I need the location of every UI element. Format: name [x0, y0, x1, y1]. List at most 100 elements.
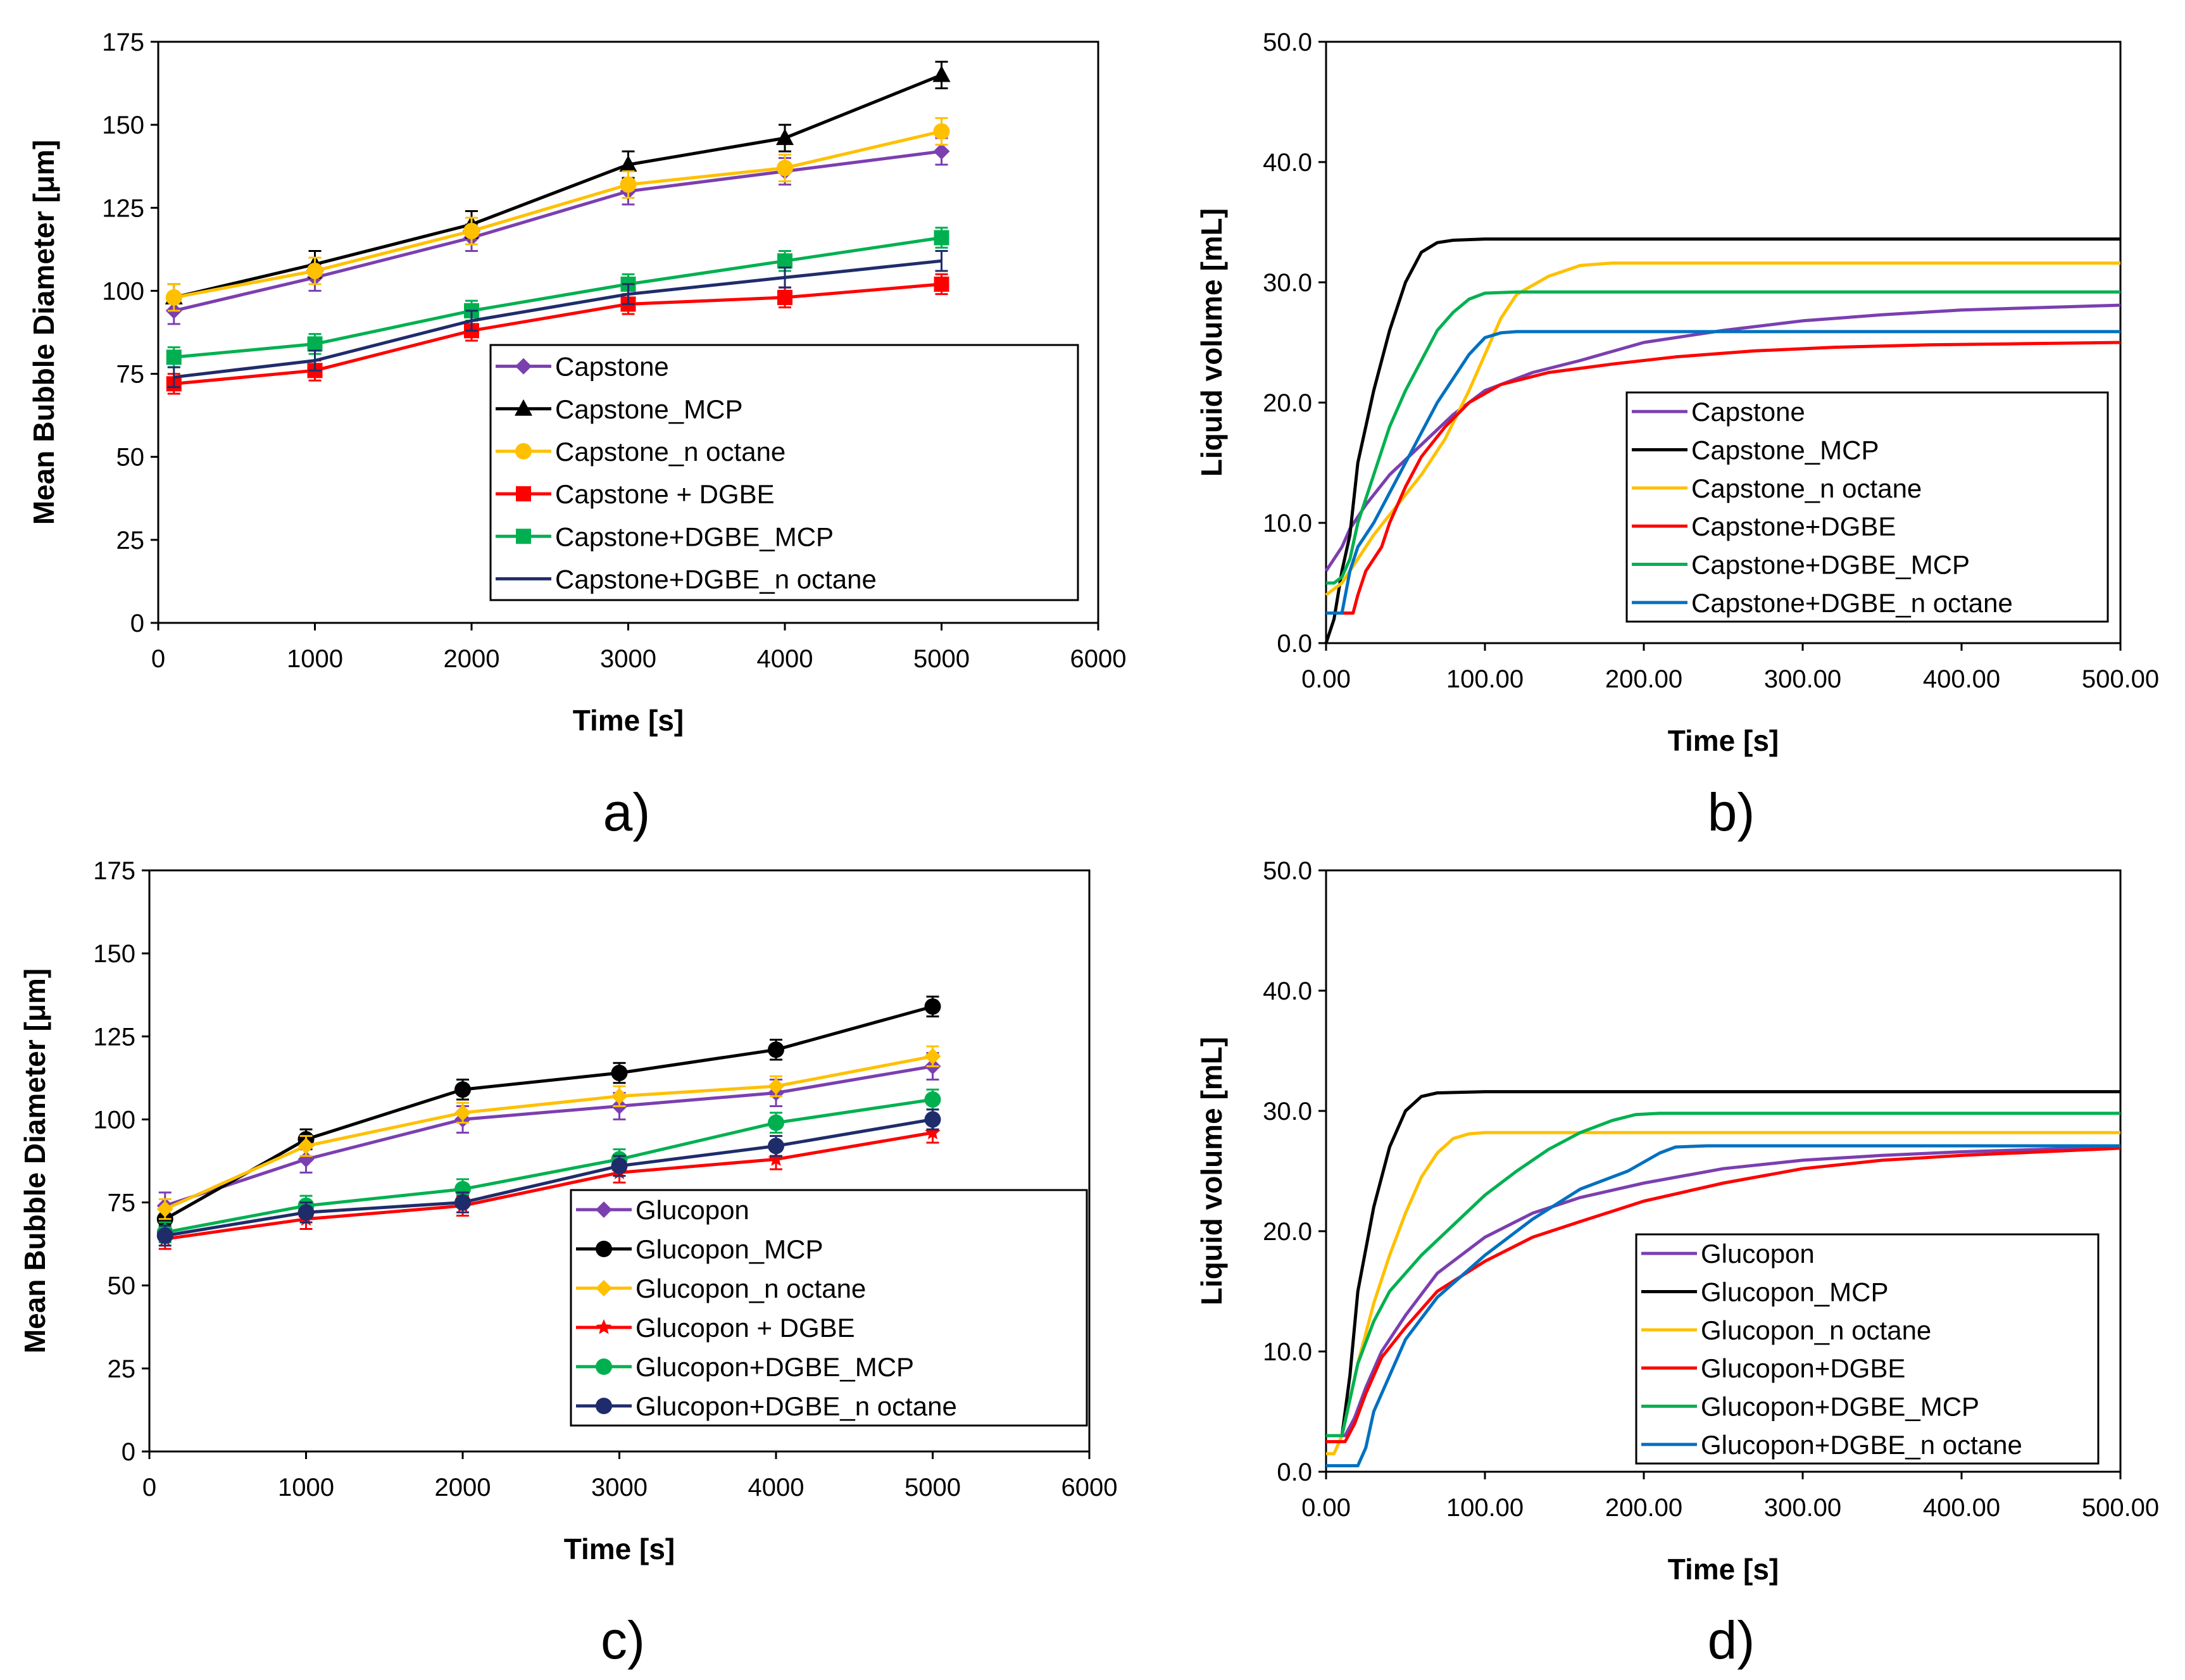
- data-point: [933, 123, 950, 140]
- legend-box: [570, 1189, 1088, 1427]
- data-point: [924, 1048, 941, 1065]
- y-tick-label: 20.0: [1263, 1218, 1312, 1246]
- series-line: [173, 259, 942, 379]
- legend-label: Capstone: [555, 352, 669, 382]
- data-point: [619, 155, 637, 172]
- y-tick-label: 50: [108, 1272, 136, 1300]
- data-point: [156, 1227, 173, 1244]
- legend: Capstone Capstone_MCP Capstone_n octane Cap…: [489, 344, 1079, 601]
- data-point: [463, 223, 480, 240]
- x-tick-label: 500.00: [2082, 665, 2159, 693]
- series-line: [165, 1098, 933, 1234]
- legend-label: Glucopon+DGBE_MCP: [635, 1352, 914, 1382]
- series-line: [1326, 330, 2120, 615]
- legend-label: Capstone+DGBE_MCP: [1691, 550, 1970, 580]
- y-tick-label: 0: [122, 1438, 135, 1466]
- legend-swatch-marker: [516, 486, 531, 502]
- data-point: [768, 1151, 784, 1166]
- chart-panel-1: 0 25 50 75 100 125 150 175 0 1000 2000 3000 4000 5000…: [27, 28, 1126, 842]
- y-tick-label: 0.0: [1277, 1458, 1312, 1486]
- x-tick-label: 6000: [1061, 1474, 1118, 1501]
- series-line: [1326, 341, 2121, 615]
- data-point: [932, 65, 951, 82]
- legend-label: Capstone+DGBE: [1691, 511, 1896, 541]
- x-tick-label: 3000: [591, 1474, 648, 1501]
- y-tick-label: 75: [108, 1189, 136, 1217]
- y-tick-label: 100: [93, 1106, 135, 1134]
- data-point: [454, 1104, 471, 1121]
- data-point: [768, 1077, 784, 1094]
- series-line: [1326, 1146, 2121, 1443]
- legend-label: Capstone+DGBE_n octane: [1691, 588, 2013, 618]
- data-point: [620, 176, 637, 193]
- x-tick-label: 4000: [757, 645, 813, 673]
- data-point: [454, 1194, 471, 1211]
- x-tick-label: 5000: [913, 645, 970, 673]
- x-tick-label: 2000: [435, 1474, 491, 1501]
- x-tick-label: 5000: [905, 1474, 961, 1501]
- x-tick-label: 500.00: [2082, 1494, 2159, 1522]
- data-point: [307, 336, 323, 352]
- series-2: [1324, 237, 2120, 644]
- series-4: [1326, 1146, 2121, 1443]
- series-line: [165, 1117, 933, 1238]
- data-point: [776, 129, 794, 146]
- x-tick-label: 200.00: [1605, 665, 1682, 693]
- data-point: [777, 289, 792, 305]
- legend-swatch-marker: [515, 442, 532, 460]
- legend-swatch-marker: [596, 1358, 612, 1375]
- y-axis-title: Liquid volume [mL]: [1195, 1037, 1228, 1305]
- x-tick-label: 0: [151, 645, 165, 673]
- legend-label: Capstone_n octane: [555, 437, 786, 467]
- data-point: [454, 1081, 471, 1098]
- series-2: [1326, 1090, 2120, 1438]
- data-point: [165, 289, 182, 306]
- y-tick-label: 0: [130, 610, 144, 637]
- data-point: [166, 349, 182, 365]
- x-tick-label: 2000: [444, 645, 500, 673]
- y-tick-label: 30.0: [1263, 269, 1312, 297]
- legend-label: Capstone+DGBE_n octane: [555, 564, 877, 594]
- panel-label: c): [601, 1610, 645, 1670]
- series-6: [1326, 1144, 2120, 1467]
- legend-label: Glucopon: [635, 1195, 749, 1225]
- legend: Glucopon Glucopon_MCP Glucopon_n octane Glu…: [1635, 1233, 2100, 1465]
- series-line: [165, 1131, 933, 1241]
- x-tick-label: 0.00: [1301, 1494, 1351, 1522]
- x-tick-label: 3000: [600, 645, 656, 673]
- y-tick-label: 125: [102, 194, 144, 222]
- series-line: [1326, 1144, 2120, 1467]
- y-tick-label: 30.0: [1263, 1098, 1312, 1125]
- x-tick-label: 1000: [287, 645, 343, 673]
- series-line: [173, 236, 942, 359]
- panel-label: d): [1708, 1610, 1755, 1670]
- series-line: [1324, 237, 2120, 644]
- legend: Glucopon Glucopon_MCP Glucopon_n octane Glu…: [570, 1189, 1088, 1427]
- data-point: [777, 253, 792, 269]
- legend-label: Glucopon+DGBE_n octane: [635, 1391, 957, 1421]
- y-tick-label: 100: [102, 277, 144, 305]
- y-tick-label: 75: [116, 361, 145, 389]
- series-6: [156, 1108, 941, 1247]
- series-6: [167, 249, 948, 389]
- x-tick-label: 1000: [278, 1474, 334, 1501]
- x-tick-label: 200.00: [1605, 1494, 1682, 1522]
- x-tick-label: 100.00: [1446, 665, 1524, 693]
- data-point: [156, 1201, 173, 1218]
- x-axis-title: Time [s]: [573, 704, 684, 737]
- y-axis-title: Mean Bubble Diameter [μm]: [18, 969, 51, 1353]
- x-tick-label: 0: [142, 1474, 156, 1501]
- y-tick-label: 40.0: [1263, 149, 1312, 177]
- series-line: [173, 282, 942, 386]
- legend-swatch-marker: [515, 399, 532, 416]
- y-tick-label: 25: [108, 1355, 136, 1383]
- y-tick-label: 10.0: [1263, 510, 1312, 537]
- y-tick-label: 40.0: [1263, 977, 1312, 1005]
- y-tick-label: 150: [102, 111, 144, 139]
- data-point: [297, 1204, 315, 1221]
- x-tick-label: 400.00: [1923, 665, 2000, 693]
- y-tick-label: 175: [93, 857, 135, 885]
- series-line: [165, 1065, 933, 1208]
- y-tick-label: 150: [93, 940, 135, 968]
